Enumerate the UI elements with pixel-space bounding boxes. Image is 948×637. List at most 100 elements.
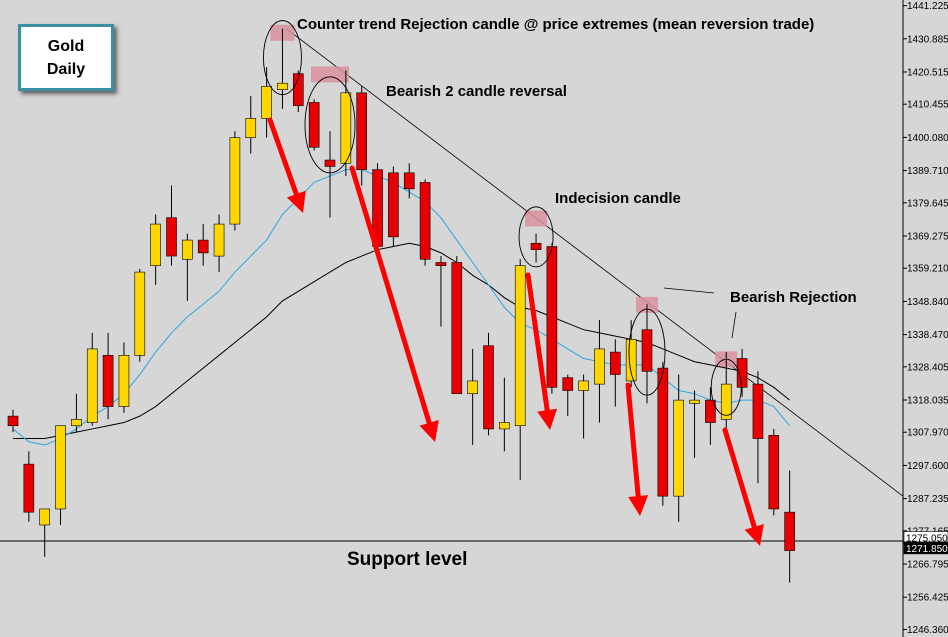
arrow-shaft <box>349 165 432 426</box>
candle-body <box>562 377 574 391</box>
y-tick-label: 1348.840 <box>907 297 948 308</box>
arrow-head <box>537 408 558 430</box>
candle <box>245 96 257 154</box>
candle <box>483 332 494 436</box>
arrow-head <box>628 495 649 516</box>
candle <box>784 470 795 583</box>
y-tick-label: 1318.035 <box>907 396 948 407</box>
timeframe-label: Daily <box>46 60 86 78</box>
candle-body <box>594 348 605 385</box>
candle <box>530 233 542 263</box>
candle <box>102 332 114 420</box>
candle-body <box>736 358 748 388</box>
down-arrow-2 <box>525 272 558 430</box>
arrow-shaft <box>625 382 641 499</box>
down-arrow-3 <box>625 382 649 516</box>
candle-body <box>102 355 114 407</box>
annotation-indecision-candle: Indecision candle <box>555 190 681 207</box>
candle-body <box>166 217 177 257</box>
candle-body <box>340 92 352 164</box>
y-tick-label: 1359.210 <box>907 264 948 275</box>
price-tag-box <box>903 541 948 555</box>
down-arrow-0 <box>267 117 306 213</box>
y-tick-label: 1307.970 <box>907 428 948 439</box>
candle-body <box>229 137 241 225</box>
candle <box>55 425 66 525</box>
y-tick-label: 1430.885 <box>907 34 948 45</box>
candle <box>229 131 241 231</box>
y-tick-label: 1256.425 <box>907 593 948 604</box>
down-arrow-1 <box>349 165 439 442</box>
candle <box>7 409 19 433</box>
arrow-head <box>286 190 306 213</box>
annotation-support-level: Support level <box>347 549 467 570</box>
candle <box>197 224 209 266</box>
highlight-zone-2 <box>525 210 548 227</box>
candle <box>435 256 447 327</box>
candle-body <box>784 511 795 551</box>
candle <box>705 387 716 445</box>
candle <box>39 508 51 557</box>
pattern-circle-3 <box>628 308 666 396</box>
candle <box>562 374 574 417</box>
candle <box>356 86 368 186</box>
moving-average-fast <box>12 169 791 446</box>
candle-body <box>673 399 685 497</box>
candle-body <box>641 329 653 372</box>
candle-body <box>261 86 272 119</box>
candle <box>134 268 146 362</box>
candle-body <box>578 380 589 391</box>
candle <box>752 371 764 484</box>
candle-body <box>514 265 526 427</box>
candle-body <box>451 262 463 395</box>
candle-body <box>609 351 621 375</box>
candle <box>388 166 399 247</box>
y-tick-label: 1338.470 <box>907 330 948 341</box>
moving-average-slow <box>13 242 790 440</box>
candle-body <box>39 508 51 526</box>
candle-body <box>150 223 161 266</box>
candle <box>182 233 193 301</box>
y-tick-label: 1420.515 <box>907 67 948 78</box>
candle-body <box>55 425 66 510</box>
candle <box>213 214 225 273</box>
candle <box>467 348 478 445</box>
candle-body <box>435 262 447 266</box>
candle <box>403 163 415 199</box>
candle-body <box>308 102 320 148</box>
candle-body <box>768 435 780 510</box>
candle <box>689 390 700 458</box>
candle <box>736 348 748 397</box>
candle <box>340 70 352 177</box>
candle <box>71 393 82 433</box>
candle <box>150 214 161 285</box>
price-tag-label: 1275.050 <box>906 534 948 545</box>
candle-body <box>419 182 431 260</box>
y-tick-label: 1266.795 <box>907 560 948 571</box>
y-tick-label: 1441.225 <box>907 1 948 12</box>
pointer-line <box>731 311 737 339</box>
y-tick-label: 1246.360 <box>907 625 948 636</box>
annotation-two-candle-reversal: Bearish 2 candle reversal <box>386 83 567 100</box>
candle <box>768 428 780 516</box>
pattern-circle-4 <box>710 358 742 416</box>
y-tick-label: 1369.275 <box>907 231 948 242</box>
candle <box>308 99 320 151</box>
candle-body <box>292 73 304 106</box>
candle <box>324 131 336 218</box>
price-tag: 1271.850 <box>903 541 948 555</box>
candle-body <box>245 118 257 138</box>
highlight-zone-1 <box>311 66 349 83</box>
candle <box>578 374 589 439</box>
candle <box>514 259 526 481</box>
pattern-circle-1 <box>304 76 356 174</box>
downtrend-line <box>286 28 904 497</box>
candle <box>277 28 288 109</box>
y-tick-label: 1297.600 <box>907 461 948 472</box>
candle <box>118 342 130 413</box>
candle <box>609 339 621 407</box>
candle <box>594 320 605 423</box>
candle-body <box>324 159 336 167</box>
annotation-bearish-rejection: Bearish Rejection <box>730 289 857 306</box>
